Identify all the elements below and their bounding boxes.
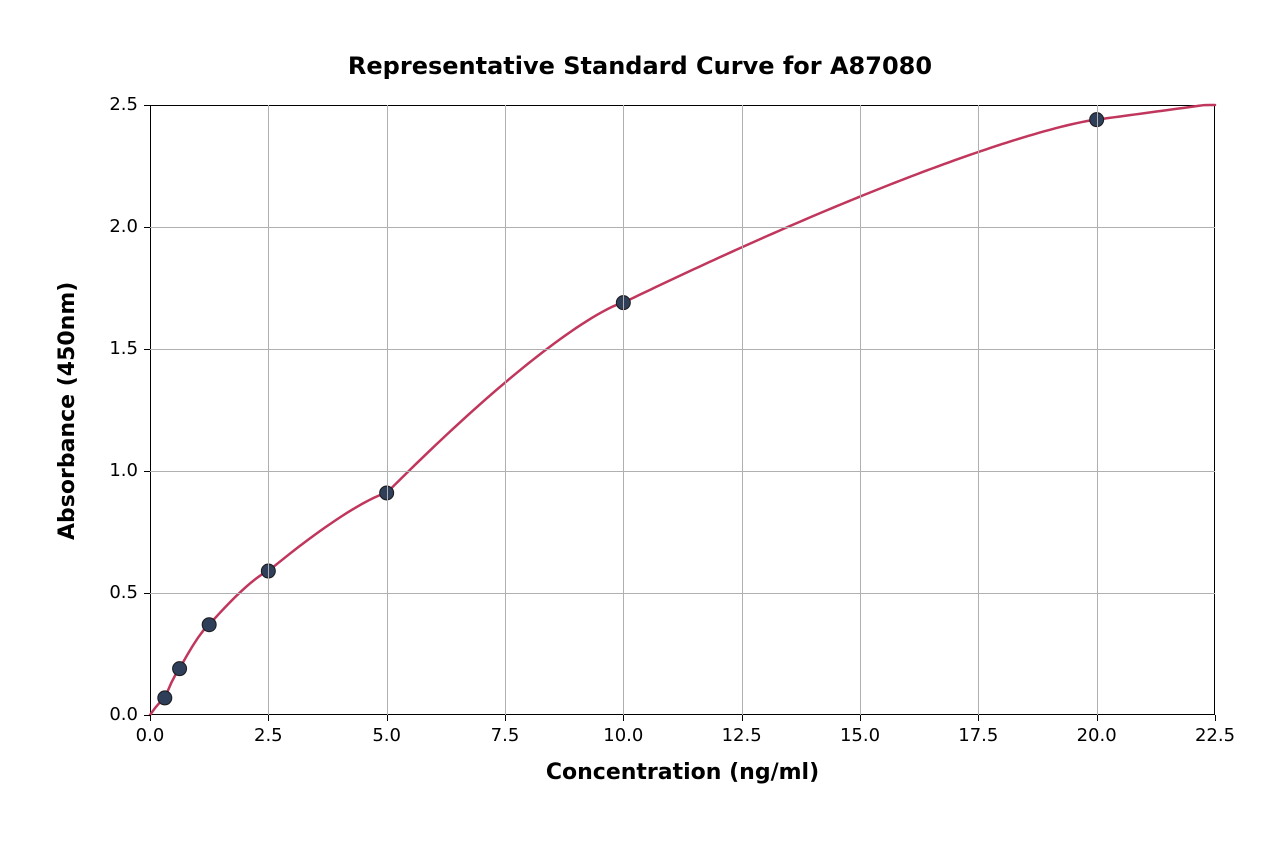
gridline-horizontal <box>150 349 1215 350</box>
chart-title-text: Representative Standard Curve for A87080 <box>348 52 932 80</box>
x-tick-mark <box>623 715 624 721</box>
x-tick-label: 7.5 <box>475 725 535 746</box>
gridline-vertical <box>268 105 269 715</box>
gridline-horizontal <box>150 593 1215 594</box>
chart-title: Representative Standard Curve for A87080 <box>0 52 1280 80</box>
gridline-vertical <box>1097 105 1098 715</box>
y-tick-label: 1.0 <box>109 460 138 481</box>
gridline-vertical <box>742 105 743 715</box>
x-tick-mark <box>1097 715 1098 721</box>
gridline-horizontal <box>150 227 1215 228</box>
x-axis-title-text: Concentration (ng/ml) <box>546 760 819 785</box>
y-tick-mark <box>144 471 150 472</box>
y-axis-title-text: Absorbance (450nm) <box>55 282 80 540</box>
y-tick-label: 2.0 <box>109 216 138 237</box>
plot-area <box>150 105 1215 715</box>
x-tick-label: 22.5 <box>1185 725 1245 746</box>
x-tick-label: 12.5 <box>712 725 772 746</box>
x-tick-label: 20.0 <box>1067 725 1127 746</box>
figure: Representative Standard Curve for A87080… <box>0 0 1280 845</box>
x-tick-mark <box>268 715 269 721</box>
x-tick-label: 15.0 <box>830 725 890 746</box>
gridline-vertical <box>860 105 861 715</box>
x-axis-title: Concentration (ng/ml) <box>150 760 1215 785</box>
x-tick-label: 2.5 <box>238 725 298 746</box>
y-tick-label: 0.0 <box>109 704 138 725</box>
x-tick-mark <box>978 715 979 721</box>
x-tick-mark <box>1215 715 1216 721</box>
y-tick-mark <box>144 593 150 594</box>
y-axis-title: Absorbance (450nm) <box>55 282 80 540</box>
gridline-horizontal <box>150 471 1215 472</box>
x-tick-mark <box>150 715 151 721</box>
x-tick-mark <box>860 715 861 721</box>
x-tick-mark <box>742 715 743 721</box>
gridline-vertical <box>505 105 506 715</box>
gridline-vertical <box>387 105 388 715</box>
y-tick-label: 0.5 <box>109 582 138 603</box>
y-tick-label: 2.5 <box>109 94 138 115</box>
x-tick-label: 5.0 <box>357 725 417 746</box>
y-tick-label: 1.5 <box>109 338 138 359</box>
gridline-vertical <box>978 105 979 715</box>
y-tick-mark <box>144 227 150 228</box>
x-tick-label: 10.0 <box>593 725 653 746</box>
y-tick-mark <box>144 105 150 106</box>
x-tick-mark <box>505 715 506 721</box>
x-tick-label: 0.0 <box>120 725 180 746</box>
gridline-vertical <box>623 105 624 715</box>
x-tick-mark <box>387 715 388 721</box>
y-tick-mark <box>144 349 150 350</box>
y-tick-mark <box>144 715 150 716</box>
x-tick-label: 17.5 <box>948 725 1008 746</box>
